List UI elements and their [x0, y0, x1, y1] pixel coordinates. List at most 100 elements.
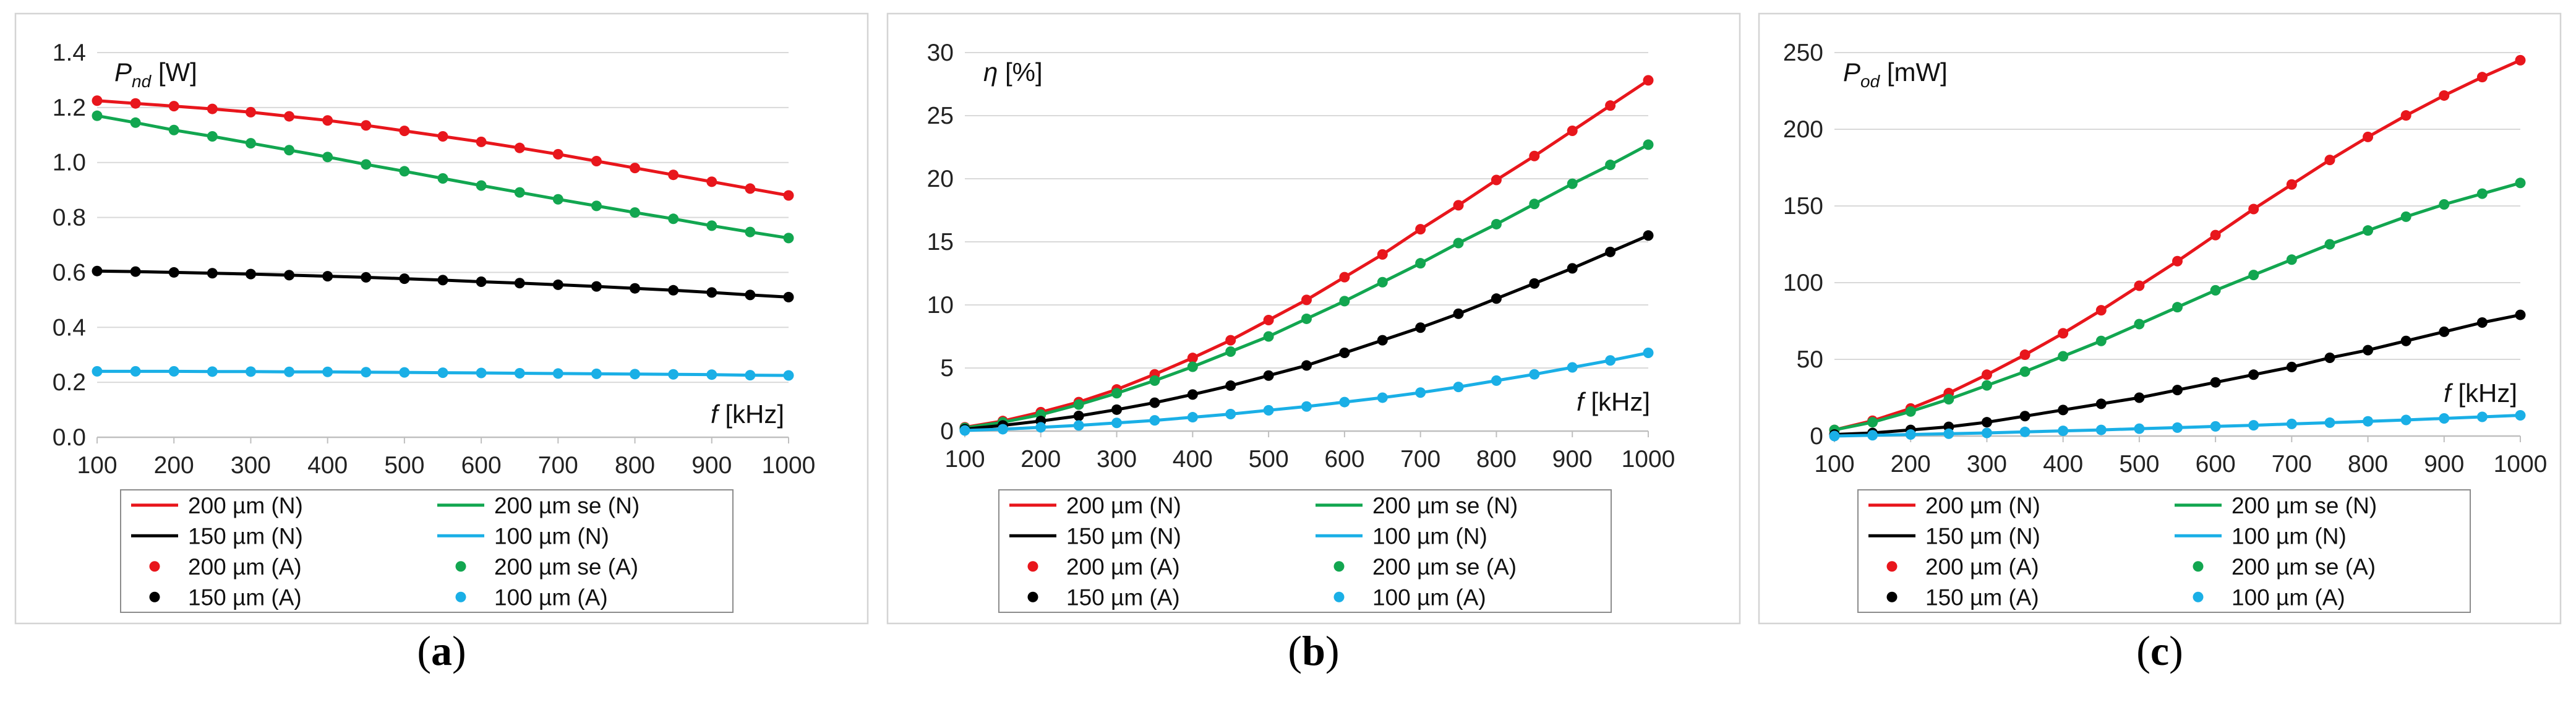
data-point [2515, 178, 2526, 189]
data-point [2248, 369, 2259, 380]
data-point [1225, 380, 1236, 392]
data-point [2210, 377, 2221, 388]
data-point [1643, 139, 1654, 150]
data-point [2172, 422, 2183, 433]
y-tick-label: 5 [940, 355, 954, 382]
series-200-m [92, 95, 794, 201]
y-tick-label: 200 [1783, 116, 1823, 143]
data-point [1149, 415, 1160, 426]
legend-item: 200 µm se (A) [1333, 554, 1517, 580]
legend-box [1857, 489, 2471, 613]
data-point [1301, 313, 1312, 324]
data-point [2095, 398, 2107, 409]
legend-item: 200 µm se (A) [2193, 554, 2376, 580]
data-point [2172, 385, 2183, 396]
legend-label: 100 µm (A) [1372, 584, 1486, 610]
panel-label-close: ) [1325, 627, 1340, 674]
data-point [1605, 100, 1616, 111]
data-point [437, 131, 448, 142]
data-point [207, 131, 218, 142]
data-point [284, 145, 295, 156]
data-point [168, 101, 179, 112]
data-point [1491, 174, 1502, 186]
data-point [1529, 278, 1540, 289]
legend-swatch-dot [2193, 561, 2204, 572]
data-point [168, 267, 179, 278]
data-point [2400, 414, 2411, 426]
series-150-m [92, 265, 794, 302]
data-point [668, 213, 679, 225]
data-point [2363, 131, 2374, 142]
data-point [1149, 375, 1160, 386]
data-point [514, 187, 525, 198]
data-point [284, 270, 295, 281]
data-point [1567, 178, 1578, 189]
y-axis-symbol: P [114, 58, 132, 87]
data-point [207, 366, 218, 377]
data-point [552, 194, 563, 205]
data-point [745, 183, 756, 194]
legend-swatch-dot [1886, 561, 1898, 572]
data-point [476, 276, 487, 288]
y-tick-label: 1.4 [53, 40, 86, 66]
data-point [706, 220, 717, 231]
x-axis-title: f [kHz] [1577, 387, 1650, 416]
data-point [552, 148, 563, 160]
data-point [591, 368, 602, 379]
data-point [2476, 411, 2488, 422]
data-point [2019, 349, 2030, 361]
x-axis-title: f [kHz] [2444, 379, 2517, 408]
y-tick-label: 1.0 [53, 150, 86, 176]
legend-item: 200 µm (A) [1027, 554, 1180, 580]
legend-label: 150 µm (N) [1066, 523, 1181, 549]
y-axis-unit: [%] [998, 58, 1042, 87]
data-point [1491, 375, 1502, 386]
y-axis-symbol: η [983, 58, 998, 87]
data-point [1829, 430, 1840, 442]
y-tick-label: 1.2 [53, 95, 86, 121]
legend-label: 200 µm (N) [1066, 493, 1181, 518]
data-point [2286, 361, 2297, 372]
data-point [783, 291, 794, 302]
legend-swatch-dot [1333, 561, 1345, 572]
data-point [92, 366, 103, 377]
x-tick-label: 100 [944, 446, 985, 473]
data-point [2095, 424, 2107, 435]
data-point [130, 98, 141, 109]
data-point [1567, 125, 1578, 136]
data-point [437, 367, 448, 379]
data-point [552, 279, 563, 290]
data-point [361, 159, 372, 170]
panel-label-open: ( [1288, 627, 1302, 674]
x-tick-label: 700 [538, 452, 578, 479]
data-point [1905, 429, 1916, 440]
x-tick-label: 300 [1097, 446, 1137, 473]
data-point [591, 281, 602, 292]
legend-label: 150 µm (A) [188, 584, 302, 610]
x-tick-label: 600 [461, 452, 502, 479]
data-point [1491, 293, 1502, 304]
data-point [1643, 75, 1654, 86]
data-point [2324, 155, 2335, 166]
data-point [2476, 72, 2488, 83]
data-point [1111, 417, 1123, 429]
y-tick-label: 20 [927, 166, 954, 192]
data-point [2515, 410, 2526, 421]
x-tick-label: 600 [2196, 451, 2236, 477]
y-tick-label: 0.0 [53, 424, 86, 451]
data-point [207, 268, 218, 279]
x-axis-unit: [kHz] [718, 400, 784, 429]
data-point [1981, 369, 1992, 380]
data-point [2400, 211, 2411, 222]
series-100-m [92, 366, 794, 381]
data-point [1567, 362, 1578, 373]
data-point [2439, 90, 2450, 101]
x-tick-label: 400 [307, 452, 348, 479]
data-point [668, 369, 679, 380]
data-point [2210, 285, 2221, 296]
y-axis-title: Pnd [W] [114, 58, 197, 91]
data-point [2286, 179, 2297, 190]
legend: 200 µm (N) 200 µm se (N) 150 µm (N) 100 µm … [998, 489, 1612, 613]
x-tick-label: 800 [1476, 446, 1517, 473]
data-point [2172, 302, 2183, 313]
